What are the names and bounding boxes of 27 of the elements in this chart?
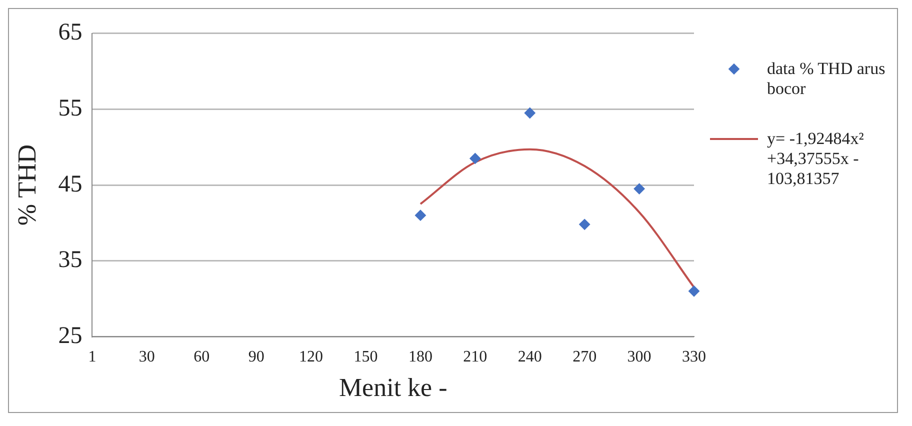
y-tick-label: 45 [58,171,82,198]
x-tick-label: 30 [138,348,155,366]
y-tick-label: 65 [58,20,82,46]
x-tick-label: 210 [463,348,488,366]
x-tick-label: 180 [408,348,432,366]
x-tick-label: 240 [518,348,542,366]
x-tick-label: 150 [354,348,378,366]
y-tick-label: 55 [58,95,82,122]
point [688,286,700,297]
legend-label: y= -1,92484x² +34,37555x - 103,81357 [767,129,865,189]
x-tick-label: 330 [682,348,706,366]
x-tick-label: 120 [299,348,324,366]
x-axis-title: Menit ke - [338,373,448,402]
y-axis-title: % THD [12,144,42,226]
x-tick-label: 60 [194,348,210,366]
point [524,107,536,118]
x-tick-label: 270 [572,348,597,366]
point [414,210,426,221]
y-tick-label: 25 [58,322,82,349]
point [634,183,645,194]
x-tick-label: 300 [627,348,652,366]
y-tick-label: 35 [58,247,82,274]
point [470,152,481,164]
point [579,218,590,230]
x-tick-label: 90 [248,348,264,366]
legend-label: data % THD arus bocor [767,59,886,99]
x-tick-label: 1 [88,348,96,366]
